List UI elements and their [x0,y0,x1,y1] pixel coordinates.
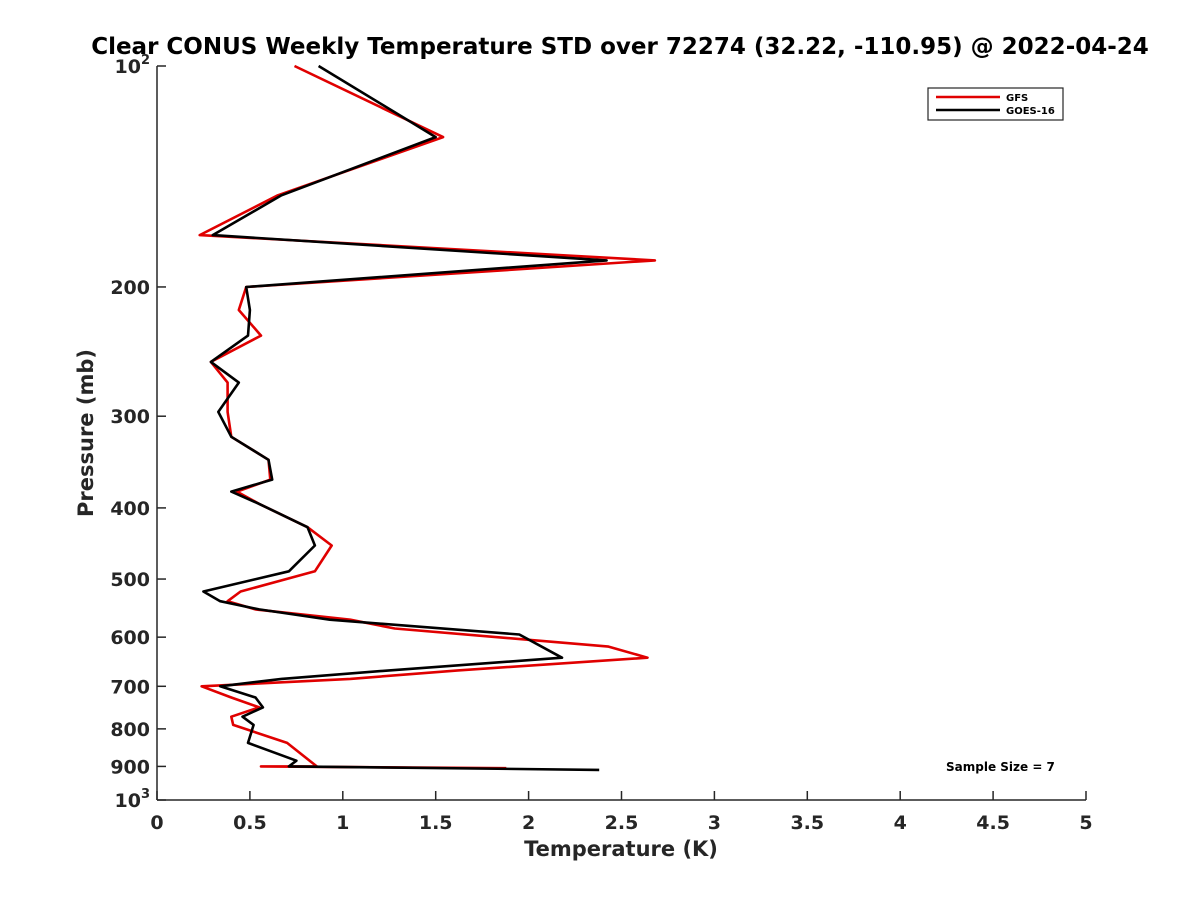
legend-label-goes16: GOES-16 [1006,106,1055,117]
y-tick-label: 500 [110,569,150,591]
y-tick-label: 102 [115,53,151,78]
legend-box [927,87,1064,121]
y-axis-label: Pressure (mb) [74,349,98,517]
x-tick-label: 0 [150,812,163,834]
chart-title: Clear CONUS Weekly Temperature STD over … [91,34,1149,60]
x-tick-label: 4.5 [976,812,1010,834]
x-tick-label: 1 [336,812,349,834]
x-tick-label: 3.5 [790,812,824,834]
series-line-goes-16 [202,64,608,772]
y-tick-label: 700 [110,676,150,698]
series-lines [198,64,657,772]
sample-size-annotation: Sample Size = 7 [946,760,1055,774]
y-axis-ticks: 102 200 300 400 500 600 700 800 900 103 [110,53,166,812]
series-line-gfs [198,64,657,770]
x-tick-label: 2 [522,812,535,834]
x-tick-label: 4 [894,812,907,834]
x-tick-label: 5 [1079,812,1092,834]
y-tick-label: 103 [115,787,151,812]
y-tick-label: 200 [110,277,150,299]
x-tick-label: 2.5 [605,812,639,834]
plot-area [156,66,1086,801]
x-axis-label: Temperature (K) [524,837,718,861]
legend: GFS GOES-16 [927,87,1064,121]
legend-label-gfs: GFS [1006,93,1028,104]
x-tick-label: 3 [708,812,721,834]
y-tick-label: 600 [110,627,150,649]
y-tick-label: 900 [110,756,150,778]
y-tick-label: 800 [110,719,150,741]
x-tick-label: 0.5 [233,812,267,834]
y-tick-label: 400 [110,498,150,520]
y-tick-label: 300 [110,406,150,428]
x-tick-label: 1.5 [419,812,453,834]
x-axis-ticks: 0 0.5 1 1.5 2 2.5 3 3.5 4 4.5 5 [150,791,1093,834]
